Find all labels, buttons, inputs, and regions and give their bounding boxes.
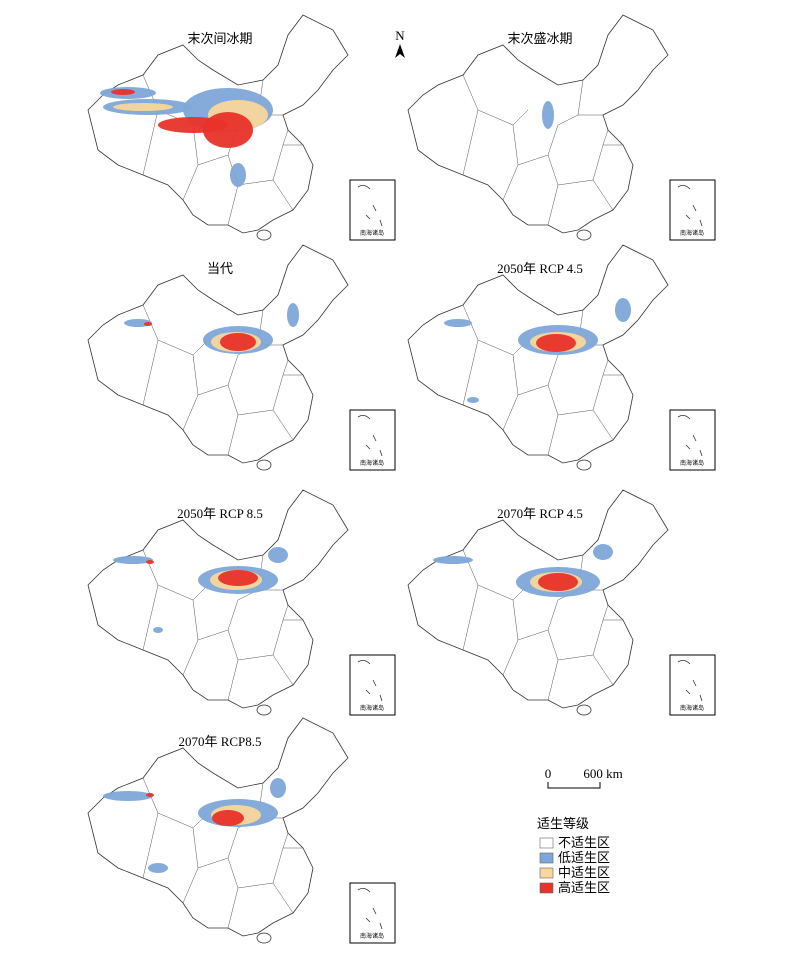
china-outline: [407, 244, 669, 471]
inset-islands: [357, 888, 383, 930]
habitat-patch: [287, 303, 299, 327]
legend-label: 中适生区: [558, 865, 610, 880]
habitat-patch: [536, 334, 576, 352]
habitat-patch: [268, 547, 288, 563]
china-outline: [87, 717, 349, 944]
inset-label: 南海诸岛: [680, 229, 704, 237]
panel-title: 末次间冰期: [187, 31, 252, 46]
habitat-patch: [111, 89, 135, 95]
legend-label: 低适生区: [558, 850, 610, 865]
panel-title: 2050年 RCP 4.5: [497, 261, 583, 276]
inset-islands: [677, 415, 703, 457]
legend-label: 高适生区: [558, 880, 610, 895]
panel-title: 2050年 RCP 8.5: [177, 506, 263, 521]
habitat-patch: [220, 333, 256, 351]
habitat-patch: [615, 298, 631, 322]
inset-label: 南海诸岛: [680, 459, 704, 467]
habitat-patch: [433, 556, 473, 564]
habitat-patch: [153, 627, 163, 633]
habitat-patch: [542, 101, 554, 129]
inset-frame: [669, 179, 716, 241]
north-arrow: N: [395, 28, 405, 58]
scale-label: 600 km: [583, 766, 622, 781]
habitat-patch: [270, 778, 286, 798]
legend-swatch: [539, 882, 554, 894]
inset-frame: [669, 409, 716, 471]
habitat-patch: [593, 544, 613, 560]
inset-frame: [349, 882, 396, 944]
inset-frame: [349, 179, 396, 241]
china-outline: [87, 244, 349, 471]
habitat-patch: [146, 560, 154, 564]
scale-label: 0: [545, 766, 552, 781]
inset-label: 南海诸岛: [360, 704, 384, 712]
legend-title: 适生等级: [537, 816, 589, 831]
inset-islands: [677, 185, 703, 227]
china-outline: [87, 489, 349, 716]
inset-label: 南海诸岛: [360, 932, 384, 940]
panel-title: 2070年 RCP8.5: [178, 734, 261, 749]
habitat-patch: [113, 103, 173, 111]
legend-swatch: [539, 867, 554, 879]
scale-bar: 0 600 km: [545, 766, 623, 789]
panel-title: 2070年 RCP 4.5: [497, 506, 583, 521]
inset-label: 南海诸岛: [360, 229, 384, 237]
habitat-patch: [103, 791, 153, 801]
inset-label: 南海诸岛: [680, 704, 704, 712]
inset-islands: [357, 660, 383, 702]
china-outline: [407, 14, 669, 241]
inset-islands: [357, 185, 383, 227]
habitat-patch: [203, 112, 253, 148]
legend-swatch: [539, 837, 554, 849]
inset-label: 南海诸岛: [360, 459, 384, 467]
map-panel: 南海诸岛 2050年 RCP 8.5: [87, 489, 396, 716]
map-panel: 南海诸岛 2050年 RCP 4.5: [407, 244, 716, 471]
inset-islands: [357, 415, 383, 457]
habitat-patch: [148, 863, 168, 873]
panel-title: 当代: [207, 261, 233, 276]
habitat-patch: [538, 573, 578, 591]
map-panel: 南海诸岛 当代: [87, 244, 396, 471]
habitat-patch: [113, 556, 153, 564]
inset-frame: [349, 409, 396, 471]
map-panel: 南海诸岛 2070年 RCP8.5: [87, 717, 396, 944]
map-panel: 南海诸岛 末次间冰期: [87, 14, 396, 241]
panel-title: 末次盛冰期: [507, 31, 572, 46]
habitat-patch: [444, 319, 472, 327]
legend-label: 不适生区: [558, 835, 610, 850]
inset-islands: [677, 660, 703, 702]
habitat-patch: [218, 570, 258, 586]
china-outline: [407, 489, 669, 716]
inset-frame: [349, 654, 396, 716]
habitat-patch: [144, 322, 152, 326]
north-label: N: [395, 28, 405, 43]
habitat-patch: [146, 793, 154, 797]
legend-swatch: [539, 852, 554, 864]
map-panel: 南海诸岛 2070年 RCP 4.5: [407, 489, 716, 716]
habitat-patch: [212, 810, 244, 826]
habitat-patch: [467, 397, 479, 403]
map-panel: 南海诸岛 末次盛冰期: [407, 14, 716, 241]
inset-frame: [669, 654, 716, 716]
habitat-patch: [230, 163, 246, 187]
